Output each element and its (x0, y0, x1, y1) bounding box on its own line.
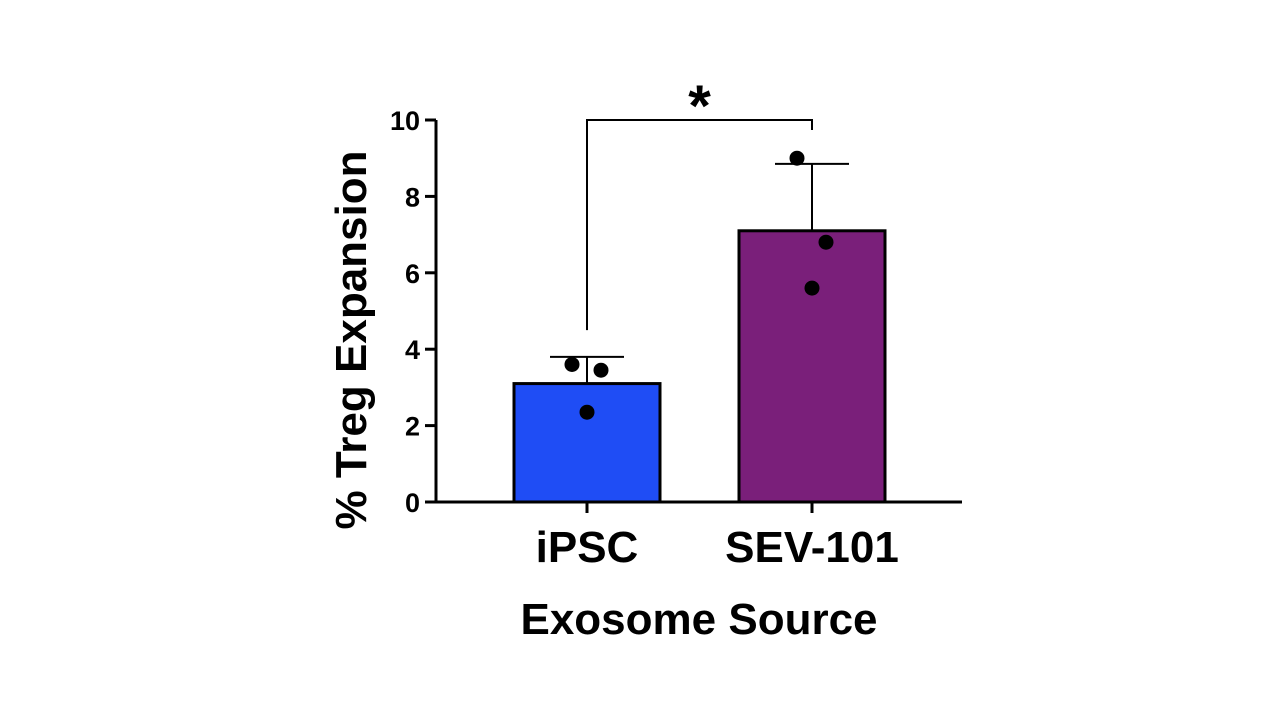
y-tick-label: 2 (405, 412, 420, 442)
y-tick-label: 4 (405, 335, 420, 365)
x-tick-label-ipsc: iPSC (536, 523, 639, 572)
y-tick-label: 6 (405, 259, 420, 289)
y-tick-label: 0 (405, 488, 420, 518)
x-axis-title: Exosome Source (520, 595, 877, 644)
data-point-sev-101 (789, 150, 805, 166)
chart-labels: Exosome Source % Treg Expansion (327, 151, 878, 644)
significance-asterisk: * (688, 74, 711, 139)
data-point-ipsc (579, 404, 595, 420)
data-point-sev-101 (818, 234, 834, 250)
y-tick-label: 10 (390, 106, 420, 136)
bar-sev-101 (737, 229, 887, 504)
chart-axes: iPSC SEV-101 0 2 4 6 8 10 (390, 106, 962, 572)
significance-bracket (586, 119, 813, 331)
data-point-ipsc (564, 356, 580, 372)
data-point-sev-101 (804, 280, 820, 296)
data-point-ipsc (593, 362, 609, 378)
chart-marks: * (512, 74, 887, 504)
y-tick-label: 8 (405, 182, 420, 212)
bar-ipsc (512, 382, 662, 504)
y-axis-title: % Treg Expansion (327, 151, 376, 530)
x-tick-label-sev-101: SEV-101 (725, 523, 899, 572)
